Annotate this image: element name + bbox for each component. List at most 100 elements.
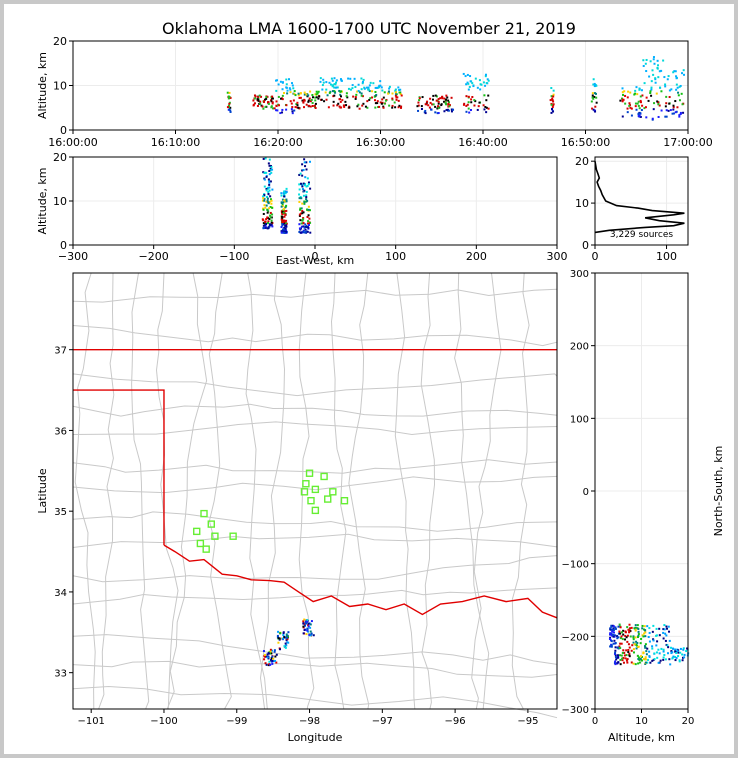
north-south-source-point [671, 647, 674, 650]
time-height-source-point [552, 93, 555, 96]
time-height-source-point [308, 104, 311, 107]
time-height-source-point [398, 88, 401, 91]
east-west-source-point [298, 227, 301, 230]
map-source-point [265, 655, 268, 658]
time-height-source-point [228, 91, 231, 94]
east-west-source-point [269, 195, 272, 198]
north-south-source-point [613, 652, 616, 655]
east-west-source-point [302, 194, 305, 197]
time-height-source-point [328, 91, 331, 94]
north-south-source-point [635, 647, 638, 650]
lma-station-marker [300, 488, 309, 496]
time-height-ytick-label: 0 [60, 124, 67, 137]
map-ytick-label: 34 [54, 588, 67, 599]
time-height-source-point [652, 73, 655, 76]
east-west-source-point [283, 215, 286, 218]
east-west-source-point [283, 223, 286, 226]
time-height-source-point [331, 84, 334, 87]
north-south-source-point [677, 651, 680, 654]
north-south-source-point [614, 654, 617, 657]
east-west-source-point [298, 213, 301, 216]
time-height-source-point [437, 105, 440, 108]
north-south-source-point [626, 658, 629, 661]
north-south-source-point [653, 658, 656, 661]
time-height-source-point [325, 81, 328, 84]
north-south-source-point [634, 624, 637, 627]
time-height-source-point [424, 109, 427, 112]
map-source-point [284, 642, 287, 645]
time-height-source-point [639, 95, 642, 98]
time-height-source-point [361, 95, 364, 98]
east-west-source-point [303, 189, 306, 192]
time-height-source-point [469, 109, 472, 112]
time-height-source-point [291, 106, 294, 109]
time-height-source-point [466, 103, 469, 106]
time-height-source-point [368, 98, 371, 101]
time-height-source-point [678, 85, 681, 88]
time-height-source-point [678, 99, 681, 102]
east-west-source-point [301, 222, 304, 225]
time-height-source-point [376, 102, 379, 105]
time-height-source-point [445, 94, 448, 97]
map-source-point [310, 633, 313, 636]
map-source-point [270, 652, 273, 655]
map-source-point [267, 652, 270, 655]
east-west-source-point [284, 224, 287, 227]
east-west-source-point [264, 157, 267, 160]
time-height-source-point [640, 89, 643, 92]
east-west-source-point [301, 202, 304, 205]
time-height-source-point [680, 92, 683, 95]
north-south-source-point [623, 654, 626, 657]
north-south-source-point [642, 635, 645, 638]
time-height-source-point [374, 102, 377, 105]
time-height-source-point [427, 104, 430, 107]
north-south-source-point [657, 648, 660, 651]
north-south-source-point [663, 624, 666, 627]
time-height-source-point [314, 93, 317, 96]
time-height-source-point [434, 94, 437, 97]
time-height-source-point [394, 106, 397, 109]
time-height-source-point [552, 104, 555, 107]
time-height-source-point [256, 104, 259, 107]
north-south-source-point [679, 647, 682, 650]
time-height-source-point [550, 107, 553, 110]
east-west-source-point [298, 230, 301, 233]
east-west-source-point [266, 211, 269, 214]
east-west-source-point [280, 194, 283, 197]
time-height-source-point [642, 59, 645, 62]
north-south-source-point [630, 661, 633, 664]
east-west-source-point [284, 230, 287, 233]
time-height-xtick-label: 16:30:00 [356, 136, 405, 149]
time-height-source-point [377, 86, 380, 89]
east-west-source-point [269, 167, 272, 170]
east-west-source-point [270, 166, 273, 169]
time-height-source-point [335, 81, 338, 84]
north-south-source-point [662, 648, 665, 651]
histogram-ytick-label: 20 [575, 155, 589, 168]
time-height-source-point [391, 106, 394, 109]
time-height-source-point [369, 81, 372, 84]
time-height-source-point [470, 98, 473, 101]
north-south-source-point [686, 647, 689, 650]
time-height-source-point [552, 95, 555, 98]
time-height-source-point [345, 95, 348, 98]
time-height-source-point [620, 97, 623, 100]
time-height-source-point [593, 95, 596, 98]
time-height-source-point [326, 94, 329, 97]
time-height-source-point [629, 91, 632, 94]
north-south-source-point [618, 630, 621, 633]
time-height-source-point [379, 84, 382, 87]
time-height-source-point [332, 104, 335, 107]
north-south-source-point [614, 634, 617, 637]
time-height-source-point [665, 95, 668, 98]
east-west-xtick-label: −300 [58, 250, 88, 263]
time-height-source-point [227, 97, 230, 100]
east-west-source-point [264, 220, 267, 223]
time-height-source-point [593, 82, 596, 85]
time-height-source-point [673, 70, 676, 73]
east-west-source-point [302, 225, 305, 228]
time-height-source-point [660, 109, 663, 112]
time-height-source-point [675, 88, 678, 91]
time-height-source-point [633, 93, 636, 96]
